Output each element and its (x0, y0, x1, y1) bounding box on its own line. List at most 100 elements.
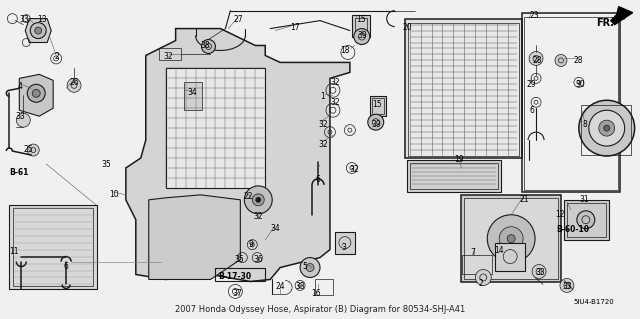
Text: 32: 32 (253, 212, 263, 221)
Text: 2: 2 (54, 52, 59, 62)
Text: 5IU4-B1720: 5IU4-B1720 (574, 300, 614, 305)
Text: 23: 23 (529, 11, 539, 20)
Text: 32: 32 (318, 120, 328, 129)
Circle shape (532, 264, 546, 278)
Circle shape (604, 125, 610, 131)
Text: 29: 29 (526, 80, 536, 89)
Text: 17: 17 (290, 23, 300, 32)
Text: 2007 Honda Odyssey Hose, Aspirator (B) Diagram for 80534-SHJ-A41: 2007 Honda Odyssey Hose, Aspirator (B) D… (175, 305, 465, 314)
Bar (372, 98, 384, 114)
Bar (564, 200, 609, 240)
Circle shape (599, 120, 614, 136)
Text: 38: 38 (200, 41, 210, 49)
Text: 14: 14 (494, 246, 504, 255)
Text: 16: 16 (311, 289, 321, 299)
Text: 33: 33 (15, 112, 25, 121)
Circle shape (28, 144, 39, 156)
Bar (461, 195, 561, 282)
Circle shape (306, 263, 314, 271)
Text: 1: 1 (320, 92, 324, 101)
Text: 39: 39 (358, 31, 367, 40)
Bar (184, 82, 202, 110)
Text: 33: 33 (19, 15, 29, 24)
Text: 28: 28 (532, 56, 541, 65)
Circle shape (35, 27, 42, 34)
Text: 6: 6 (63, 262, 68, 271)
Bar (408, 23, 519, 156)
Text: 18: 18 (340, 47, 349, 56)
Bar (166, 68, 265, 188)
Text: B-61: B-61 (10, 168, 29, 177)
Circle shape (499, 227, 523, 251)
Text: 30: 30 (576, 80, 586, 89)
Circle shape (244, 186, 272, 214)
Text: 2: 2 (478, 279, 483, 288)
Circle shape (354, 29, 370, 45)
Text: 26: 26 (69, 78, 79, 87)
Circle shape (579, 100, 635, 156)
Polygon shape (611, 7, 632, 25)
Text: 5: 5 (302, 262, 307, 271)
Text: 34: 34 (270, 224, 280, 233)
Bar (370, 96, 386, 116)
Bar (462, 255, 492, 274)
Text: 6: 6 (315, 175, 320, 184)
Text: 9: 9 (248, 240, 253, 249)
Text: 37: 37 (232, 289, 242, 299)
Text: 24: 24 (275, 282, 285, 292)
Bar (567, 203, 605, 237)
Text: 27: 27 (234, 15, 243, 24)
Text: FR.: FR. (596, 18, 614, 28)
Text: 35: 35 (234, 255, 244, 263)
Text: 20: 20 (403, 23, 412, 32)
Bar (524, 17, 618, 190)
Circle shape (577, 211, 595, 229)
Circle shape (476, 270, 492, 286)
Circle shape (368, 114, 384, 130)
Text: 13: 13 (37, 15, 47, 24)
Circle shape (555, 55, 567, 66)
Text: 22: 22 (243, 192, 253, 201)
Polygon shape (19, 74, 53, 116)
Bar (352, 15, 370, 37)
Text: 4: 4 (17, 82, 22, 91)
Text: 32: 32 (350, 165, 360, 174)
Text: 10: 10 (109, 190, 118, 199)
Polygon shape (126, 29, 350, 281)
Text: 36: 36 (253, 255, 263, 263)
Circle shape (529, 51, 543, 65)
Circle shape (256, 197, 260, 202)
Text: 15: 15 (372, 100, 381, 109)
Bar (522, 13, 620, 192)
Text: 6: 6 (529, 106, 534, 115)
Text: 39: 39 (372, 120, 381, 129)
Text: 8: 8 (583, 120, 588, 129)
Text: 31: 31 (580, 195, 589, 204)
Bar (406, 160, 501, 192)
Bar (315, 279, 333, 295)
Polygon shape (148, 195, 241, 279)
Bar (216, 268, 265, 281)
Text: 32: 32 (318, 140, 328, 149)
Text: 32: 32 (330, 78, 340, 87)
Text: 32: 32 (330, 98, 340, 107)
Bar (404, 19, 522, 158)
Text: 7: 7 (470, 248, 476, 256)
Circle shape (17, 113, 30, 127)
Text: 34: 34 (188, 88, 197, 97)
Circle shape (28, 84, 45, 102)
Text: 33: 33 (295, 282, 305, 292)
Circle shape (202, 40, 216, 54)
Bar (465, 198, 558, 279)
Bar (10, 205, 97, 289)
Bar (355, 18, 367, 33)
Bar (495, 243, 525, 271)
Text: 19: 19 (454, 155, 464, 164)
Bar (581, 105, 630, 155)
Text: 11: 11 (10, 247, 19, 256)
Text: 3: 3 (341, 243, 346, 252)
Circle shape (30, 23, 46, 39)
Text: 32: 32 (164, 52, 173, 62)
Polygon shape (26, 19, 51, 42)
Circle shape (507, 235, 515, 243)
